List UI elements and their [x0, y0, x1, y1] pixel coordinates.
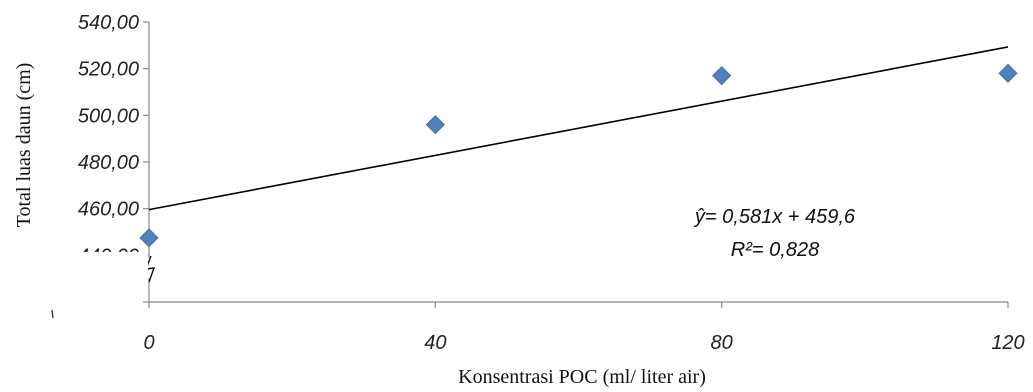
- x-axis-title: Konsentrasi POC (ml/ liter air): [458, 366, 706, 388]
- y-tick-label: 500,00: [78, 105, 139, 127]
- data-point: [712, 66, 732, 86]
- y-tick-label: 540,00: [78, 12, 139, 34]
- x-tick-label: 0: [143, 332, 154, 354]
- break-mask: [40, 252, 148, 270]
- data-point: [998, 63, 1018, 83]
- data-point: [139, 228, 159, 248]
- data-points: [139, 63, 1018, 248]
- y-tick-label: 480,00: [78, 152, 139, 174]
- trendline: [148, 46, 1009, 211]
- x-tick-marks: [148, 302, 1009, 308]
- x-tick-labels: 0 40 80 120: [143, 332, 1024, 354]
- truncated-label-stub: [51, 309, 54, 319]
- y-axis-title: Total luas daun (cm): [13, 63, 35, 228]
- x-tick-label: 120: [991, 332, 1024, 354]
- axis-break-marker: [144, 255, 156, 283]
- y-tick-label: 520,00: [78, 59, 139, 81]
- trendline-r-squared: R²= 0,828: [731, 239, 819, 261]
- x-tick-label: 40: [424, 332, 446, 354]
- y-tick-label: 460,00: [78, 199, 139, 221]
- data-point: [425, 115, 445, 135]
- trendline-equation: ŷ= 0,581x + 459,6: [693, 206, 856, 228]
- x-tick-label: 80: [711, 332, 733, 354]
